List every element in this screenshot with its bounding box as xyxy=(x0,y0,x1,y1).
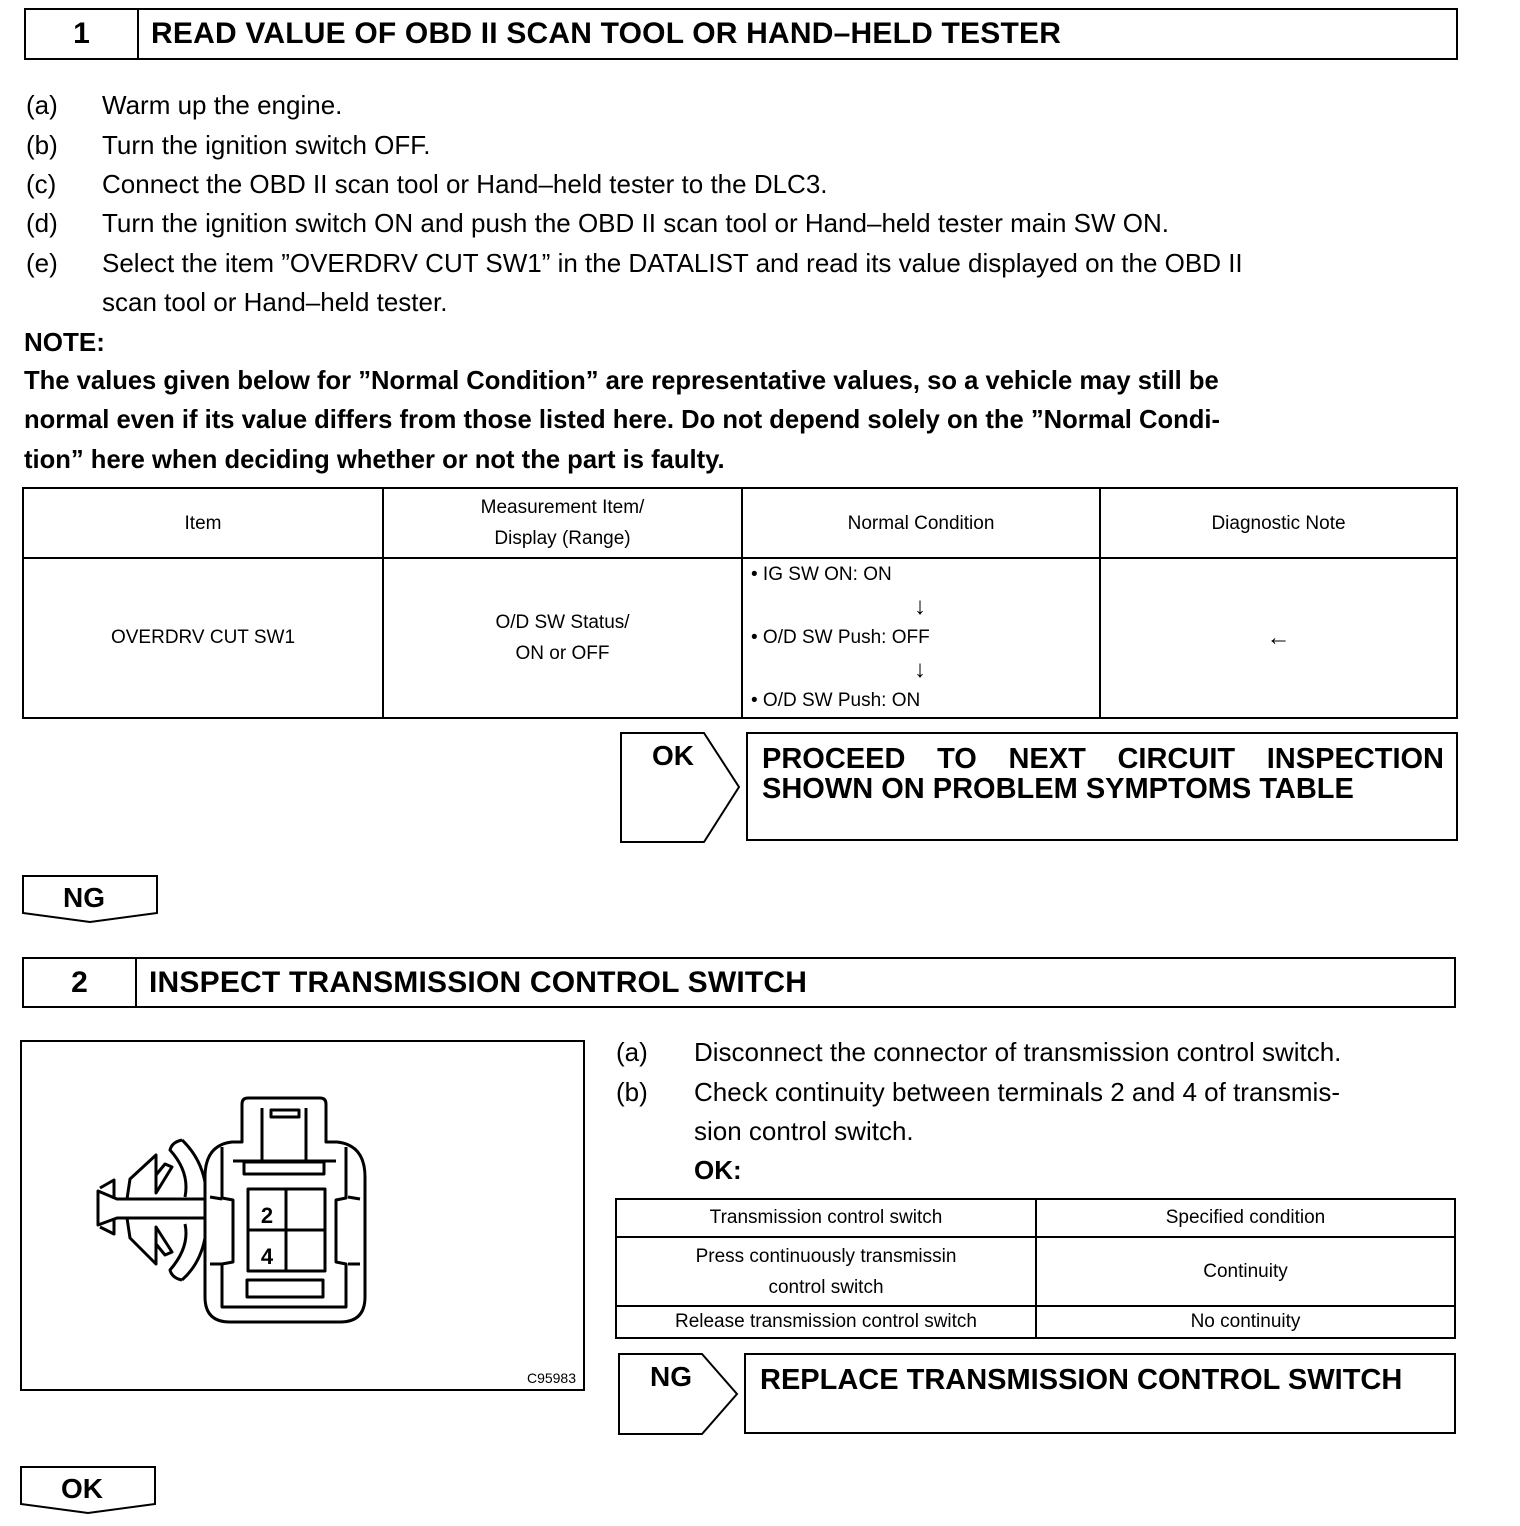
terminal-2-label: 2 xyxy=(261,1203,273,1228)
cell-diagnostic-note: ← xyxy=(1099,557,1458,719)
ok-heading: OK: xyxy=(694,1155,742,1185)
arrow-shape xyxy=(620,732,741,843)
cell-line: Press continuously transmissin xyxy=(695,1245,957,1267)
step-label: (a) xyxy=(26,90,58,120)
step-label: (c) xyxy=(26,169,57,199)
ng-arrow: NG xyxy=(618,1353,740,1435)
connector-figure: 2 4 C95983 xyxy=(20,1040,585,1391)
connector-diagram: 2 4 C95983 xyxy=(96,1096,576,1386)
header-line: Display (Range) xyxy=(494,528,631,549)
step-text: Turn the ignition switch OFF. xyxy=(102,130,431,160)
step-text: Connect the OBD II scan tool or Hand–hel… xyxy=(102,169,828,199)
note-line: The values given below for ”Normal Condi… xyxy=(24,367,1219,395)
cell-normal-condition: • IG SW ON: ON ↓ • O/D SW Push: OFF ↓ • … xyxy=(741,557,1101,719)
down-arrow: ↓ xyxy=(914,655,926,683)
ok-label: OK xyxy=(61,1473,103,1504)
cell-line: ON or OFF xyxy=(515,642,610,664)
cell-line: O/D SW Status/ xyxy=(495,611,630,633)
condition-line: • IG SW ON: ON xyxy=(751,564,892,585)
cell-item: OVERDRV CUT SW1 xyxy=(22,557,384,719)
ok-result-box: PROCEED TO NEXT CIRCUIT INSPECTION SHOWN… xyxy=(746,732,1458,841)
cell-condition: Continuity xyxy=(1035,1236,1456,1307)
step-label: (b) xyxy=(26,130,58,160)
figure-code: C95983 xyxy=(527,1370,576,1386)
step-1-header: 1 READ VALUE OF OBD II SCAN TOOL OR HAND… xyxy=(24,8,1458,60)
step-text: Turn the ignition switch ON and push the… xyxy=(102,208,1169,238)
step-text: scan tool or Hand–held tester. xyxy=(102,287,448,317)
ng-tag: NG xyxy=(22,875,159,923)
down-arrow: ↓ xyxy=(914,592,926,620)
arrow-shape xyxy=(618,1353,739,1435)
header-measurement: Measurement Item/Display (Range) xyxy=(382,487,743,559)
step-text: Warm up the engine. xyxy=(102,90,343,120)
cell-line: control switch xyxy=(768,1276,884,1298)
datalist-table: Item Measurement Item/Display (Range) No… xyxy=(22,487,1458,719)
note-heading: NOTE: xyxy=(24,327,105,357)
header-switch: Transmission control switch xyxy=(615,1198,1037,1238)
ng-label: NG xyxy=(63,882,105,913)
condition-line: • O/D SW Push: OFF xyxy=(751,627,930,648)
step-text: Check continuity between terminals 2 and… xyxy=(694,1077,1340,1107)
step-number: 1 xyxy=(26,10,139,58)
note-line: normal even if its value differs from th… xyxy=(24,406,1220,434)
note-line: tion” here when deciding whether or not … xyxy=(24,446,725,474)
header-item: Item xyxy=(22,487,384,559)
step-text: Select the item ”OVERDRV CUT SW1” in the… xyxy=(102,248,1243,278)
step-number: 2 xyxy=(24,959,137,1006)
step-2-header: 2 INSPECT TRANSMISSION CONTROL SWITCH xyxy=(22,957,1456,1008)
ok-tag: OK xyxy=(20,1466,157,1514)
cell-condition: No continuity xyxy=(1035,1305,1456,1339)
header-condition: Specified condition xyxy=(1035,1198,1456,1238)
ok-label: OK xyxy=(652,740,694,771)
continuity-table: Transmission control switch Specified co… xyxy=(615,1198,1456,1339)
cell-measurement: O/D SW Status/ON or OFF xyxy=(382,557,743,719)
step-text: Disconnect the connector of transmission… xyxy=(694,1037,1342,1067)
step-text: sion control switch. xyxy=(694,1116,914,1146)
step-label: (e) xyxy=(26,248,58,278)
ok-arrow: OK xyxy=(620,732,742,843)
step-label: (d) xyxy=(26,208,58,238)
header-line: Measurement Item/ xyxy=(480,497,645,518)
cell-switch: Press continuously transmissin control sw… xyxy=(615,1236,1037,1307)
condition-line: • O/D SW Push: ON xyxy=(751,690,921,711)
step-title: INSPECT TRANSMISSION CONTROL SWITCH xyxy=(149,965,808,999)
ng-result-box: REPLACE TRANSMISSION CONTROL SWITCH xyxy=(744,1353,1456,1434)
tag-shape xyxy=(20,1466,156,1514)
header-diagnostic-note: Diagnostic Note xyxy=(1099,487,1458,559)
step-label: (a) xyxy=(616,1037,648,1067)
step-title: READ VALUE OF OBD II SCAN TOOL OR HAND–H… xyxy=(151,17,1062,50)
terminal-4-label: 4 xyxy=(261,1244,274,1269)
header-normal-condition: Normal Condition xyxy=(741,487,1101,559)
ng-label: NG xyxy=(650,1361,692,1392)
step-label: (b) xyxy=(616,1077,648,1107)
tag-shape xyxy=(22,875,158,923)
cell-switch: Release transmission control switch xyxy=(615,1305,1037,1339)
